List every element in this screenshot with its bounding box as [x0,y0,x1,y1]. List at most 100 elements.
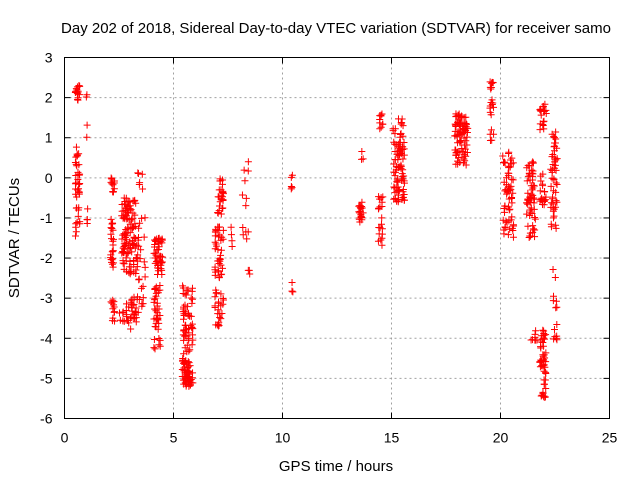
data-point [548,174,556,182]
data-point [128,304,136,312]
data-point [135,275,143,283]
data-point [188,287,196,295]
data-point [540,354,548,362]
data-point [542,384,550,392]
data-point [390,160,398,168]
data-point [127,206,135,214]
data-point [215,257,223,265]
data-point [123,316,131,324]
x-tick-label: 10 [275,430,291,446]
data-point [185,347,193,355]
data-point [155,341,163,349]
data-point [488,79,496,87]
data-point [214,246,222,254]
data-point [72,172,80,180]
data-point [547,165,555,173]
data-point [152,237,160,245]
data-point [130,261,138,269]
data-points [71,78,561,401]
data-point [216,177,224,185]
data-point [538,391,546,399]
data-point [540,380,548,388]
data-point [179,282,187,290]
data-point [211,271,219,279]
data-point [72,228,80,236]
data-point [242,202,250,210]
data-point [139,300,147,308]
data-point [399,193,407,201]
data-point [183,332,191,340]
data-point [550,212,558,220]
data-point [397,131,405,139]
data-point [217,210,225,218]
data-point [156,342,164,350]
data-point [509,176,517,184]
data-point [76,170,84,178]
data-point [215,186,223,194]
data-point [179,356,187,364]
data-point [528,186,536,194]
data-point [507,186,515,194]
data-point [463,141,471,149]
data-point [506,205,514,213]
data-point [461,127,469,135]
data-point [211,293,219,301]
data-point [134,169,142,177]
data-point [549,195,557,203]
data-point [110,308,118,316]
data-point [121,215,129,223]
data-point [152,320,160,328]
data-point [486,108,494,116]
data-point [152,254,160,262]
data-point [118,235,126,243]
data-point [83,133,91,141]
y-tick-label: -4 [40,330,53,346]
data-point [111,317,119,325]
data-point [188,299,196,307]
data-point [455,130,463,138]
data-point [126,202,134,210]
data-point [107,230,115,238]
data-point [529,181,537,189]
data-point [397,130,405,138]
data-point [217,302,225,310]
data-point [463,133,471,141]
data-point [524,222,532,230]
data-point [452,160,460,168]
data-point [540,330,548,338]
data-point [501,224,509,232]
data-point [74,212,82,220]
data-point [71,232,79,240]
data-point [76,220,84,228]
data-point [377,123,385,131]
data-point [508,175,516,183]
data-point [457,119,465,127]
data-point [121,241,129,249]
data-point [358,147,366,155]
y-tick-label: 0 [45,170,53,186]
data-point [399,155,407,163]
data-point [130,310,138,318]
data-point [72,179,80,187]
data-point [153,299,161,307]
data-point [215,233,223,241]
data-point [128,237,136,245]
data-point [217,261,225,269]
data-point [189,295,196,303]
data-point [107,174,115,182]
data-point [552,297,560,305]
data-point [135,224,143,232]
data-point [72,153,80,161]
data-point [138,170,146,178]
data-point [184,324,192,332]
data-point [551,139,559,147]
data-point [217,290,225,298]
data-point [508,199,516,207]
data-point [550,335,558,343]
data-point [400,179,408,187]
data-point [501,208,509,216]
data-point [539,182,547,190]
y-tick-label: -5 [40,370,53,386]
y-tick-label: 2 [45,90,53,106]
y-tick-label: 3 [45,50,53,66]
